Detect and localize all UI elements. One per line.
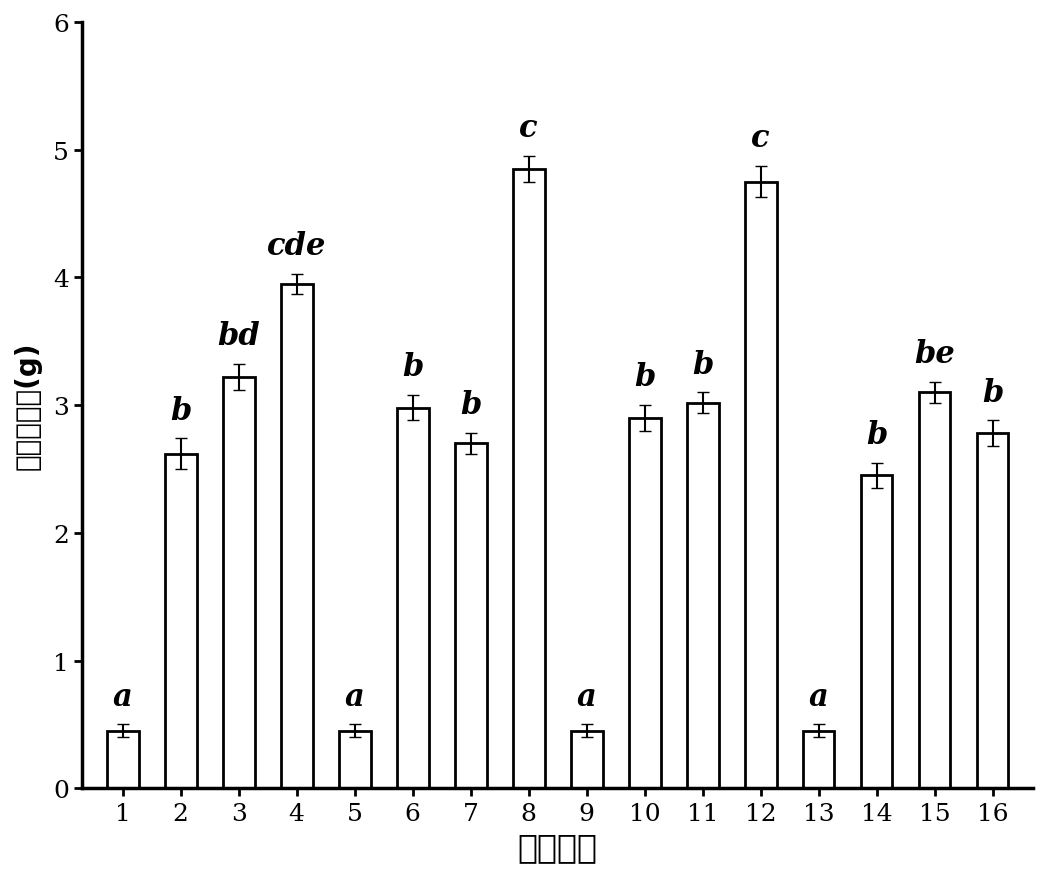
Text: a: a [808,681,828,712]
Text: b: b [982,377,1003,408]
Text: b: b [402,352,423,382]
Text: a: a [344,681,364,712]
Bar [454,444,487,788]
Bar [223,378,254,788]
Text: b: b [633,362,655,393]
Text: b: b [866,419,887,450]
Bar [397,408,428,788]
Bar [918,393,951,788]
Bar [744,182,777,788]
Bar [687,403,718,788]
Bar [513,169,544,788]
Text: be: be [914,339,955,370]
Bar [164,454,197,788]
Bar [628,418,661,788]
Bar [571,731,602,788]
Text: a: a [113,681,133,712]
Y-axis label: 地上生物质(g): 地上生物质(g) [14,341,42,470]
Text: b: b [170,396,192,426]
X-axis label: 盐氮组合: 盐氮组合 [517,831,598,863]
Text: c: c [752,124,770,154]
Bar [107,731,138,788]
Text: b: b [460,390,482,421]
Bar [977,434,1008,788]
Text: bd: bd [218,321,260,352]
Text: a: a [577,681,597,712]
Bar [861,476,892,788]
Text: c: c [519,113,538,144]
Text: b: b [692,349,713,380]
Bar [803,731,834,788]
Text: cde: cde [267,231,327,261]
Bar [338,731,371,788]
Bar [281,284,313,788]
